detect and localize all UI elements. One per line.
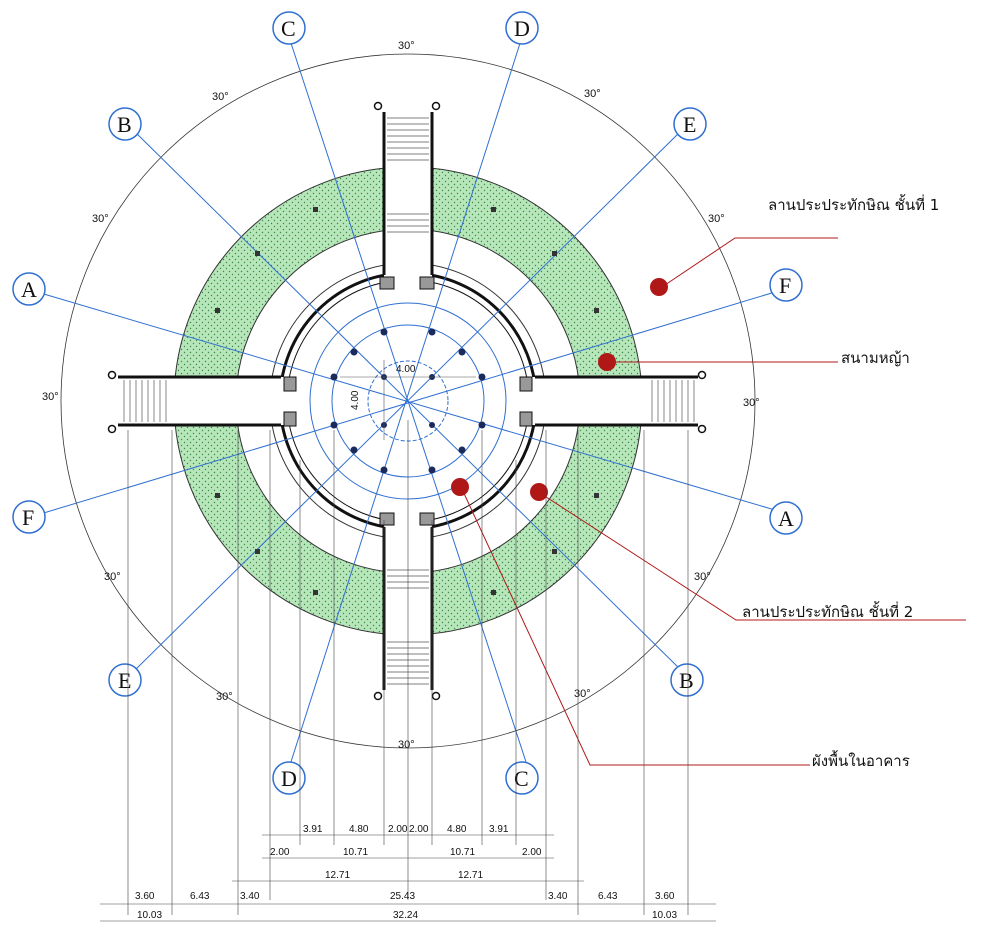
svg-text:C: C — [514, 766, 529, 791]
dimension-extension-lines — [127, 420, 689, 915]
svg-text:6.43: 6.43 — [598, 891, 618, 902]
svg-text:10.71: 10.71 — [343, 847, 368, 858]
annotation-lawn: สนามหญ้า — [841, 349, 910, 367]
grid-bubble-a-left: A — [12, 272, 46, 306]
stair-treads — [123, 117, 695, 685]
svg-text:30°: 30° — [574, 688, 591, 700]
svg-text:A: A — [21, 277, 37, 302]
dimension-row-3: 12.71 12.71 — [325, 870, 483, 881]
center-grid-label-h: 4.00 — [396, 364, 416, 375]
svg-text:C: C — [281, 16, 296, 41]
svg-text:30°: 30° — [694, 571, 711, 583]
grid-bubble-f-left: F — [12, 500, 46, 534]
svg-text:10.03: 10.03 — [652, 910, 677, 921]
dimension-row-1: 3.91 4.80 2.00 2.00 4.80 3.91 — [303, 824, 509, 835]
dimension-lines — [100, 834, 716, 922]
svg-text:F: F — [779, 273, 791, 298]
svg-text:3.40: 3.40 — [240, 891, 260, 902]
svg-text:30°: 30° — [743, 397, 760, 409]
svg-text:3.91: 3.91 — [303, 824, 323, 835]
lawn-markers — [215, 207, 599, 595]
svg-text:30°: 30° — [216, 691, 233, 703]
marker-terrace-level-1 — [650, 278, 668, 296]
svg-text:30°: 30° — [584, 88, 601, 100]
grid-bubble-c-bottom: C — [505, 761, 539, 795]
dimension-row-4: 3.60 6.43 3.40 25.43 3.40 6.43 3.60 — [135, 891, 675, 902]
svg-text:2.00: 2.00 — [409, 824, 429, 835]
east-stair-gap — [528, 377, 698, 425]
entrance-blocks — [283, 276, 533, 526]
svg-text:4.80: 4.80 — [349, 824, 369, 835]
marker-lawn — [598, 353, 616, 371]
grid-bubble-e-bottom: E — [108, 663, 142, 697]
svg-text:D: D — [281, 766, 297, 791]
svg-text:A: A — [778, 506, 794, 531]
svg-text:B: B — [679, 668, 694, 693]
svg-text:E: E — [683, 112, 696, 137]
radial-axis-lines — [36, 36, 786, 766]
grid-bubble-b-bottom: B — [670, 663, 704, 697]
svg-text:4.80: 4.80 — [447, 824, 467, 835]
svg-text:30°: 30° — [708, 213, 725, 225]
annotation-leaders — [460, 237, 966, 766]
svg-text:2.00: 2.00 — [522, 847, 542, 858]
annotation-markers — [451, 278, 668, 501]
center-grid-label-v: 4.00 — [350, 390, 361, 410]
svg-text:10.03: 10.03 — [137, 910, 162, 921]
annotation-interior-floor-plan: ผังพื้นในอาคาร — [812, 750, 910, 770]
svg-text:30°: 30° — [398, 40, 415, 52]
grid-bubble-d-bottom: D — [272, 761, 306, 795]
svg-text:3.40: 3.40 — [548, 891, 568, 902]
svg-text:25.43: 25.43 — [390, 891, 415, 902]
svg-text:B: B — [117, 112, 132, 137]
grid-bubble-d-top: D — [505, 11, 539, 45]
annotation-terrace-level-2: ลานประประทักษิณ ชั้นที่ 2 — [742, 601, 913, 621]
svg-text:30°: 30° — [92, 213, 109, 225]
svg-text:30°: 30° — [212, 91, 229, 103]
svg-text:E: E — [118, 668, 131, 693]
svg-text:3.60: 3.60 — [135, 891, 155, 902]
grid-bubble-c-top: C — [272, 11, 306, 45]
svg-text:2.00: 2.00 — [270, 847, 290, 858]
svg-text:30°: 30° — [42, 391, 59, 403]
grid-bubble-b-top: B — [108, 107, 142, 141]
svg-text:12.71: 12.71 — [458, 870, 483, 881]
dimension-row-5: 10.03 32.24 10.03 — [137, 910, 677, 921]
svg-text:D: D — [514, 16, 530, 41]
north-stair-gap — [384, 112, 432, 282]
svg-text:3.91: 3.91 — [489, 824, 509, 835]
dimension-row-2: 2.00 10.71 10.71 2.00 — [270, 847, 542, 858]
interior-columns — [330, 328, 486, 474]
marker-terrace-level-2 — [530, 483, 548, 501]
svg-text:6.43: 6.43 — [190, 891, 210, 902]
west-stair-gap — [118, 377, 288, 425]
grid-bubble-f-right: F — [769, 268, 803, 302]
svg-text:30°: 30° — [398, 739, 415, 751]
stair-posts — [107, 101, 707, 701]
svg-text:32.24: 32.24 — [393, 910, 418, 921]
svg-text:10.71: 10.71 — [450, 847, 475, 858]
grid-bubble-a-right: A — [769, 501, 803, 535]
annotation-terrace-level-1: ลานประประทักษิณ ชั้นที่ 1 — [768, 194, 939, 214]
svg-text:30°: 30° — [104, 571, 121, 583]
grid-bubble-e-top: E — [673, 107, 707, 141]
svg-text:3.60: 3.60 — [655, 891, 675, 902]
grid-bubbles: C D B E A F F A E B D C — [12, 11, 803, 795]
svg-text:12.71: 12.71 — [325, 870, 350, 881]
marker-interior-floor-plan — [451, 478, 469, 496]
svg-text:F: F — [22, 505, 34, 530]
svg-text:2.00: 2.00 — [388, 824, 408, 835]
